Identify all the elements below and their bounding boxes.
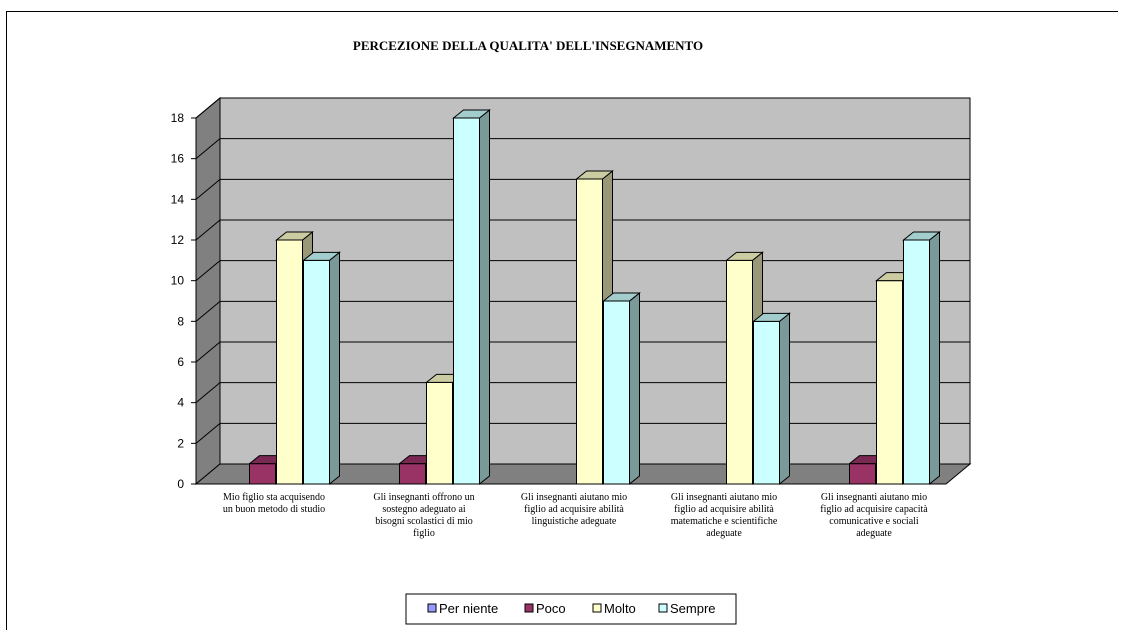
gridline-side	[195, 422, 221, 444]
bar-front	[426, 381, 453, 485]
bar-sempre	[602, 291, 641, 486]
legend-swatch	[658, 603, 668, 613]
x-tick-label-line: linguistiche adeguate	[532, 516, 617, 527]
x-tick-label-line: matematiche e scientifiche	[671, 516, 778, 527]
legend-label: Sempre	[670, 601, 716, 616]
bars	[248, 108, 941, 486]
legend: Per niente Poco Molto Sempre	[405, 593, 737, 625]
x-tick-label-line: figlio ad acquisire abilità	[524, 504, 624, 515]
bar-front	[303, 259, 330, 485]
legend-label: Poco	[536, 601, 566, 616]
bar-top	[602, 292, 641, 302]
category-labels: Mio figlio sta acquisendo un buon metodo …	[223, 492, 928, 539]
legend-swatch	[427, 603, 437, 613]
bar-front	[276, 239, 303, 485]
x-tick-label-line: Gli insegnanti aiutano mio	[821, 492, 927, 503]
chart-title: PERCEZIONE DELLA QUALITA' DELL'INSEGNAME…	[353, 38, 703, 53]
y-tick-label: 0	[177, 477, 184, 491]
gridline-side	[195, 300, 221, 322]
gridline-side	[195, 341, 221, 363]
bar-top	[752, 312, 791, 322]
bar-front	[576, 178, 603, 485]
x-tick-label: Gli insegnanti offrono un sostegno adegua…	[373, 492, 474, 539]
bar-top	[902, 231, 941, 241]
bar-top	[452, 109, 491, 119]
gridline-side	[195, 178, 221, 200]
y-tick-label: 12	[171, 233, 185, 247]
x-tick-label-line: comunicative e sociali	[829, 516, 919, 527]
y-tick-label: 8	[177, 314, 184, 328]
y-tick-label: 18	[171, 111, 185, 125]
x-tick-label-line: un buon metodo di studio	[223, 504, 325, 515]
x-tick-label-line: adeguate	[706, 528, 742, 539]
x-tick-label-line: adeguate	[856, 528, 892, 539]
bar-sempre	[302, 251, 341, 486]
chart-border-top	[6, 11, 1118, 12]
y-tick-label: 2	[177, 436, 184, 450]
bar-front	[903, 239, 930, 485]
bar-front	[399, 463, 426, 485]
x-tick-label-line: Mio figlio sta acquisendo	[223, 492, 325, 503]
bar-top	[725, 251, 764, 261]
x-tick-label-line: sostegno adeguato ai	[382, 504, 466, 515]
bar-top	[275, 231, 314, 241]
gridline-side	[195, 382, 221, 404]
bar-side	[929, 230, 940, 486]
y-tick-label: 10	[171, 274, 185, 288]
x-tick-label-line: bisogni scolastici di mio	[375, 516, 473, 527]
legend-item: Sempre	[658, 601, 716, 616]
x-tick-label: Gli insegnanti aiutano mio figlio ad acqu…	[820, 492, 928, 539]
x-tick-label: Mio figlio sta acquisendo un buon metodo …	[223, 492, 325, 515]
legend-label: Molto	[604, 601, 636, 616]
legend-item: Per niente	[427, 601, 498, 616]
legend-item: Molto	[592, 601, 636, 616]
gridline-side	[195, 260, 221, 282]
bar-top	[302, 251, 341, 261]
legend-swatch	[524, 603, 534, 613]
y-tick-label: 16	[171, 152, 185, 166]
bar-front	[726, 259, 753, 485]
gridline-side	[195, 219, 221, 241]
legend-box	[405, 593, 737, 625]
x-tick-label-line: Gli insegnanti aiutano mio	[521, 492, 627, 503]
y-tick-label: 6	[177, 355, 184, 369]
bar-front	[453, 117, 480, 485]
x-tick-label-line: figlio	[413, 528, 435, 539]
legend-item: Poco	[524, 601, 566, 616]
chart-border-left	[6, 11, 7, 630]
bar-side	[779, 312, 790, 486]
x-tick-label-line: figlio ad acquisire abilità	[674, 504, 774, 515]
gridline-side	[195, 97, 221, 119]
x-tick-label: Gli insegnanti aiutano mio figlio ad acqu…	[671, 492, 778, 539]
x-tick-label: Gli insegnanti aiutano mio figlio ad acqu…	[521, 492, 627, 527]
y-tick-label: 4	[177, 396, 184, 410]
bar-top	[575, 170, 614, 180]
x-tick-label-line: figlio ad acquisire capacità	[820, 504, 928, 515]
bar-front	[849, 463, 876, 485]
bar-front	[753, 320, 780, 485]
legend-swatch	[592, 603, 602, 613]
bar-side	[479, 108, 490, 486]
bar-sempre	[452, 108, 491, 486]
bar-sempre	[902, 230, 941, 486]
bar-side	[629, 291, 640, 486]
x-tick-label-line: Gli insegnanti offrono un	[373, 492, 474, 503]
bar-front	[603, 300, 630, 485]
bar-side	[329, 251, 340, 486]
bar-front	[249, 463, 276, 485]
y-tick-label: 14	[171, 192, 185, 206]
bar-front	[876, 280, 903, 485]
x-tick-label-line: Gli insegnanti aiutano mio	[671, 492, 777, 503]
bar-sempre	[752, 312, 791, 486]
gridline-side	[195, 138, 221, 160]
legend-label: Per niente	[439, 601, 498, 616]
